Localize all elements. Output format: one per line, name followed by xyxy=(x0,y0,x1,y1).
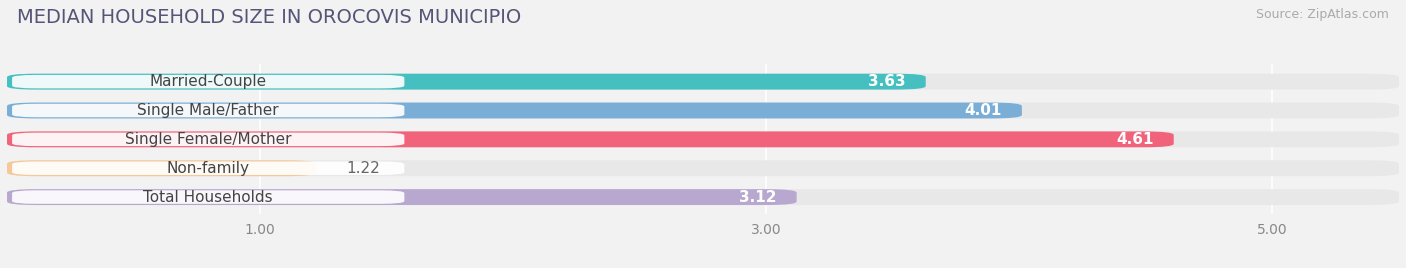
Text: Total Households: Total Households xyxy=(143,189,273,204)
FancyBboxPatch shape xyxy=(7,131,1399,147)
Text: Source: ZipAtlas.com: Source: ZipAtlas.com xyxy=(1256,8,1389,21)
Text: 1.22: 1.22 xyxy=(346,161,380,176)
FancyBboxPatch shape xyxy=(13,104,405,117)
FancyBboxPatch shape xyxy=(7,160,316,176)
FancyBboxPatch shape xyxy=(7,74,1399,90)
FancyBboxPatch shape xyxy=(7,103,1399,118)
Text: 4.61: 4.61 xyxy=(1116,132,1153,147)
Text: Single Male/Father: Single Male/Father xyxy=(138,103,278,118)
FancyBboxPatch shape xyxy=(13,133,405,146)
Text: 3.63: 3.63 xyxy=(868,74,905,89)
Text: Non-family: Non-family xyxy=(167,161,250,176)
FancyBboxPatch shape xyxy=(13,75,405,88)
Text: 3.12: 3.12 xyxy=(740,189,776,204)
FancyBboxPatch shape xyxy=(7,74,925,90)
Text: MEDIAN HOUSEHOLD SIZE IN OROCOVIS MUNICIPIO: MEDIAN HOUSEHOLD SIZE IN OROCOVIS MUNICI… xyxy=(17,8,522,27)
FancyBboxPatch shape xyxy=(13,162,405,175)
FancyBboxPatch shape xyxy=(7,160,1399,176)
Text: 4.01: 4.01 xyxy=(965,103,1001,118)
FancyBboxPatch shape xyxy=(7,103,1022,118)
FancyBboxPatch shape xyxy=(7,131,1174,147)
FancyBboxPatch shape xyxy=(7,189,797,205)
FancyBboxPatch shape xyxy=(13,190,405,204)
FancyBboxPatch shape xyxy=(7,189,1399,205)
Text: Married-Couple: Married-Couple xyxy=(149,74,267,89)
Text: Single Female/Mother: Single Female/Mother xyxy=(125,132,291,147)
